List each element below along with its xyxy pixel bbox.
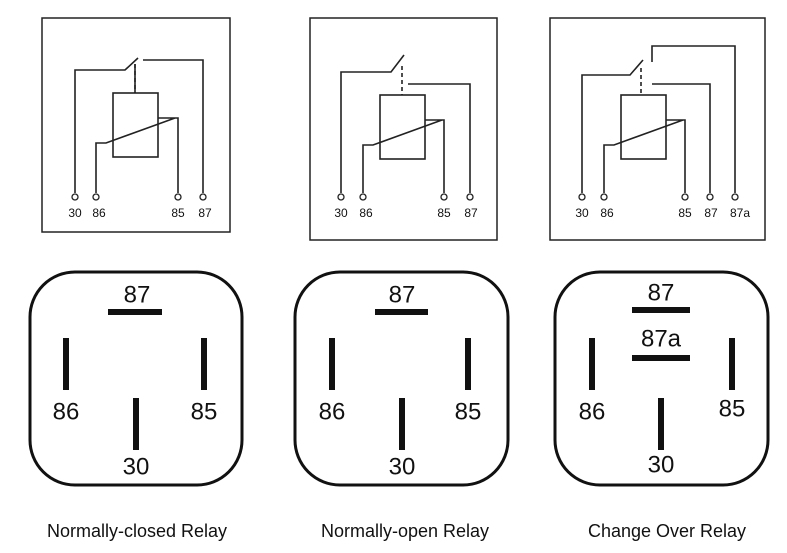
pin-label: 30 — [575, 206, 589, 220]
socket-label: 86 — [579, 398, 606, 425]
socket-label: 86 — [53, 398, 80, 425]
socket-label: 87a — [641, 325, 682, 352]
socket-label: 85 — [719, 395, 746, 422]
pin-label: 85 — [678, 206, 692, 220]
caption: Normally-closed Relay — [47, 521, 227, 541]
pin-label: 87 — [198, 206, 212, 220]
socket: 87 86 85 30 — [293, 270, 510, 487]
socket-label: 87 — [389, 281, 416, 308]
pin-label: 86 — [359, 206, 373, 220]
pin-label: 86 — [600, 206, 614, 220]
pin-label: 87a — [730, 206, 750, 220]
socket-label: 30 — [648, 451, 675, 478]
socket-label: 30 — [123, 453, 150, 480]
schematic: 30 86 85 87 — [309, 17, 498, 241]
socket-label: 85 — [191, 398, 218, 425]
socket-label: 86 — [319, 398, 346, 425]
socket-label: 87 — [648, 279, 675, 306]
pin-label: 30 — [334, 206, 348, 220]
pin-label: 87 — [704, 206, 718, 220]
socket-label: 87 — [124, 281, 151, 308]
pin-label: 85 — [437, 206, 451, 220]
caption: Normally-open Relay — [321, 521, 489, 541]
caption: Change Over Relay — [588, 521, 746, 541]
schematic: 30 86 85 87 87a — [549, 17, 766, 241]
schematic: 30 86 85 87 — [41, 17, 231, 233]
pin-label: 30 — [68, 206, 82, 220]
socket-label: 85 — [455, 398, 482, 425]
socket: 87 86 85 30 — [28, 270, 244, 487]
pin-label: 86 — [92, 206, 106, 220]
socket: 87 87a 86 85 30 — [553, 270, 770, 487]
pin-label: 85 — [171, 206, 185, 220]
pin-label: 87 — [464, 206, 478, 220]
socket-label: 30 — [389, 453, 416, 480]
